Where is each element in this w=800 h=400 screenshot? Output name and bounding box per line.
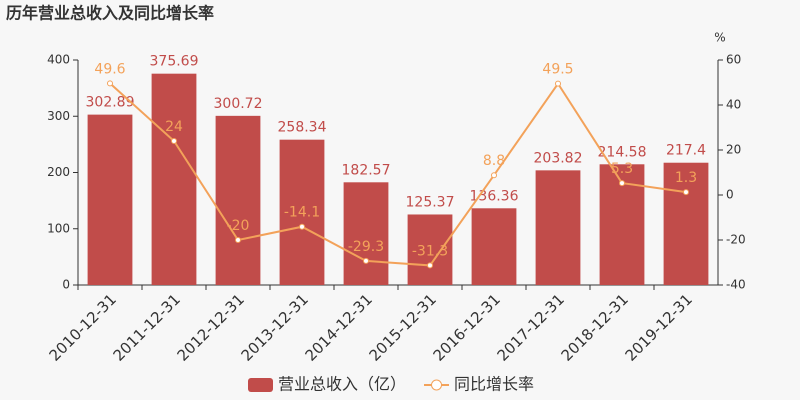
bar-value-label: 217.4: [666, 143, 706, 159]
legend-label: 营业总收入（亿）: [278, 375, 406, 394]
bar-value-label: 203.82: [534, 150, 583, 166]
y2-tick-label: 20: [726, 143, 741, 157]
line-value-label: 49.5: [542, 62, 573, 78]
line-point: [683, 189, 689, 196]
bar-value-label: 125.37: [406, 194, 455, 210]
line-point: [555, 80, 561, 87]
y-tick-label: 100: [47, 221, 70, 235]
line-value-label: 24: [165, 119, 183, 135]
bar: [87, 114, 133, 285]
bar-value-label: 214.58: [598, 144, 647, 160]
line-point: [363, 257, 369, 264]
bar: [535, 170, 581, 285]
legend-swatch: [431, 379, 443, 391]
legend-swatch: [248, 378, 273, 392]
x-tick-label: 2015-12-31: [366, 290, 440, 364]
y2-tick-label: 0: [726, 188, 734, 202]
line-point: [299, 223, 305, 230]
chart-title: 历年营业总收入及同比增长率: [6, 4, 214, 23]
line-value-label: 49.6: [94, 61, 125, 77]
x-tick-label: 2010-12-31: [46, 290, 120, 364]
x-tick-label: 2013-12-31: [238, 290, 312, 364]
bar-value-label: 136.36: [470, 188, 519, 204]
bar: [279, 139, 325, 285]
y2-tick-label: 40: [726, 98, 741, 112]
bar-value-label: 375.69: [150, 54, 199, 70]
x-tick-label: 2012-12-31: [174, 290, 248, 364]
y2-axis-title: %: [714, 31, 725, 45]
line-point: [171, 138, 177, 144]
line-point: [491, 172, 497, 179]
x-tick-label: 2014-12-31: [302, 290, 376, 364]
line: [109, 81, 687, 267]
line-value-label: -29.3: [348, 239, 384, 255]
bar: [151, 73, 197, 285]
y-tick-label: 300: [47, 109, 70, 123]
bar-value-label: 302.89: [86, 95, 135, 111]
x-tick-label: 2018-12-31: [558, 290, 632, 364]
line-value-label: -31.3: [412, 243, 448, 259]
bar: [343, 182, 389, 285]
line-point: [107, 80, 113, 87]
legend-label: 同比增长率: [454, 375, 534, 394]
line-point: [619, 180, 625, 187]
y2-tick-label: -40: [726, 278, 746, 292]
x-tick-label: 2011-12-31: [110, 290, 184, 364]
y2-tick-label: -20: [726, 233, 746, 247]
bar-value-label: 182.57: [342, 162, 391, 178]
line-value-label: 1.3: [675, 170, 697, 186]
line-value-label: 5.3: [611, 161, 633, 177]
bar-value-label: 258.34: [278, 120, 327, 136]
bar: [215, 115, 261, 285]
bar: [407, 214, 453, 285]
bar-value-label: 300.72: [214, 96, 263, 112]
line-point: [235, 237, 241, 243]
y-tick-label: 400: [47, 53, 70, 67]
line-value-label: -20: [227, 218, 250, 234]
x-tick-label: 2019-12-31: [622, 290, 696, 364]
x-tick-label: 2016-12-31: [430, 290, 504, 364]
x-tick-label: 2017-12-31: [494, 290, 568, 364]
line-point: [427, 262, 433, 269]
y-tick-label: 0: [62, 278, 70, 292]
bar: [471, 208, 517, 285]
bar: [663, 162, 709, 285]
y2-tick-label: 60: [726, 53, 741, 67]
line-value-label: 8.8: [483, 153, 505, 169]
y-tick-label: 200: [47, 165, 70, 179]
line-value-label: -14.1: [284, 205, 320, 221]
